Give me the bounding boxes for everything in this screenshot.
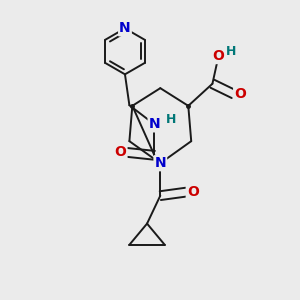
Text: O: O [115, 146, 127, 159]
Text: O: O [212, 49, 224, 63]
Text: O: O [234, 87, 246, 101]
Text: N: N [154, 156, 166, 170]
Text: O: O [187, 185, 199, 199]
Text: H: H [165, 112, 176, 126]
Text: N: N [148, 117, 160, 131]
Text: H: H [226, 45, 236, 58]
Text: N: N [119, 21, 131, 35]
